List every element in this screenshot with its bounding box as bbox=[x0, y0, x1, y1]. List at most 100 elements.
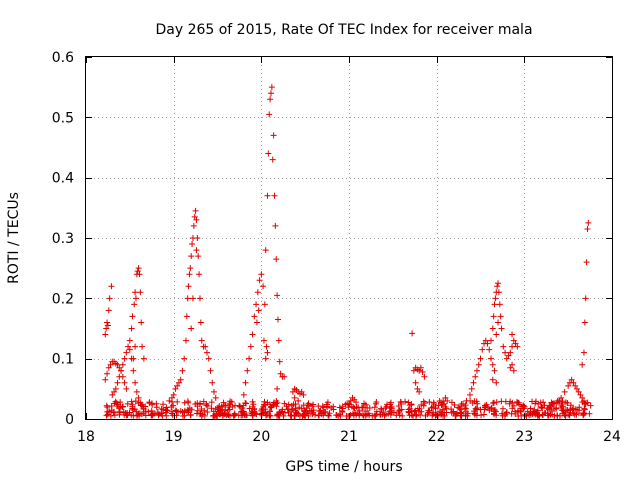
data-point bbox=[509, 331, 516, 338]
data-point bbox=[418, 408, 425, 415]
data-point bbox=[179, 367, 186, 374]
data-point bbox=[444, 397, 451, 404]
data-point bbox=[192, 207, 199, 214]
data-point bbox=[473, 367, 480, 374]
data-point bbox=[128, 398, 135, 405]
data-point bbox=[495, 280, 502, 287]
data-point bbox=[136, 271, 143, 278]
data-point bbox=[303, 405, 310, 412]
data-point bbox=[186, 271, 193, 278]
data-point bbox=[225, 406, 232, 413]
data-points bbox=[102, 84, 594, 419]
data-point bbox=[175, 379, 182, 386]
data-point bbox=[499, 410, 506, 417]
data-point bbox=[121, 355, 128, 362]
data-point bbox=[124, 409, 131, 416]
data-point bbox=[443, 409, 450, 416]
data-point bbox=[250, 401, 257, 408]
data-point bbox=[305, 412, 312, 419]
data-point bbox=[116, 364, 123, 371]
data-point bbox=[261, 401, 268, 408]
data-point bbox=[507, 364, 514, 371]
data-point bbox=[125, 343, 132, 350]
data-point bbox=[366, 405, 373, 412]
data-point bbox=[226, 412, 233, 419]
data-point bbox=[107, 361, 114, 368]
data-point bbox=[323, 401, 330, 408]
data-point bbox=[463, 397, 470, 404]
data-point bbox=[254, 289, 261, 296]
data-point bbox=[470, 379, 477, 386]
data-point bbox=[509, 343, 516, 350]
data-point bbox=[104, 319, 111, 326]
data-point bbox=[207, 367, 214, 374]
axis-ticks bbox=[86, 57, 613, 420]
data-point bbox=[426, 399, 433, 406]
data-point bbox=[196, 271, 203, 278]
data-point bbox=[529, 410, 536, 417]
data-point bbox=[246, 405, 253, 412]
data-point bbox=[573, 385, 580, 392]
data-point bbox=[382, 405, 389, 412]
data-point bbox=[289, 388, 296, 395]
data-point bbox=[226, 403, 233, 410]
data-point bbox=[153, 400, 160, 407]
x-tick-label: 23 bbox=[515, 429, 533, 445]
data-point bbox=[558, 394, 565, 401]
data-point bbox=[129, 405, 136, 412]
data-point bbox=[140, 410, 147, 417]
data-point bbox=[500, 343, 507, 350]
data-point bbox=[198, 406, 205, 413]
data-point bbox=[440, 412, 447, 419]
data-point bbox=[270, 402, 276, 409]
data-point bbox=[482, 402, 489, 409]
data-point bbox=[581, 410, 588, 417]
data-point bbox=[181, 399, 188, 406]
data-point bbox=[552, 405, 559, 412]
data-point bbox=[345, 404, 352, 411]
data-point bbox=[583, 259, 590, 266]
data-point bbox=[262, 247, 269, 254]
data-point bbox=[586, 410, 593, 417]
data-point bbox=[210, 388, 217, 395]
data-point bbox=[486, 346, 493, 353]
data-point bbox=[120, 408, 127, 415]
data-point bbox=[256, 277, 263, 284]
data-point bbox=[491, 301, 498, 308]
data-point bbox=[451, 402, 458, 409]
data-point bbox=[431, 401, 438, 408]
data-point bbox=[419, 368, 426, 375]
data-point bbox=[145, 408, 152, 415]
data-point bbox=[580, 349, 587, 356]
data-point bbox=[570, 410, 577, 417]
data-point bbox=[493, 399, 500, 406]
data-point bbox=[130, 412, 137, 419]
data-point bbox=[462, 412, 469, 419]
data-point bbox=[325, 412, 332, 419]
data-point bbox=[267, 90, 274, 97]
data-point bbox=[402, 398, 409, 405]
data-point bbox=[421, 373, 428, 380]
data-point bbox=[491, 367, 498, 374]
data-point bbox=[587, 402, 594, 409]
data-point bbox=[271, 192, 278, 199]
data-point bbox=[133, 388, 140, 395]
data-point bbox=[502, 411, 509, 418]
data-point bbox=[138, 401, 145, 408]
data-point bbox=[189, 241, 196, 248]
data-point bbox=[154, 409, 161, 416]
data-point bbox=[562, 410, 569, 417]
data-point bbox=[276, 409, 283, 416]
data-point bbox=[551, 400, 558, 407]
data-point bbox=[253, 301, 260, 308]
data-point bbox=[312, 411, 319, 418]
data-point bbox=[296, 404, 303, 411]
data-point bbox=[439, 406, 446, 413]
data-point bbox=[172, 407, 179, 414]
data-point bbox=[507, 349, 514, 356]
data-point bbox=[579, 394, 586, 401]
data-point bbox=[243, 400, 250, 407]
data-point bbox=[195, 253, 202, 260]
data-point bbox=[393, 412, 400, 419]
data-point bbox=[514, 343, 521, 350]
